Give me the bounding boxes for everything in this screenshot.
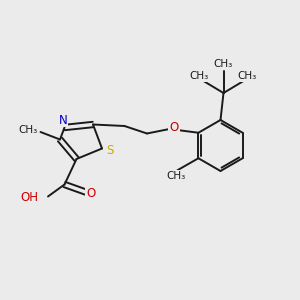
Text: CH₃: CH₃ bbox=[190, 71, 209, 81]
Text: CH₃: CH₃ bbox=[238, 71, 257, 81]
Text: CH₃: CH₃ bbox=[214, 59, 233, 69]
Text: S: S bbox=[107, 144, 114, 158]
Text: CH₃: CH₃ bbox=[166, 171, 185, 181]
Text: N: N bbox=[58, 113, 68, 127]
Text: O: O bbox=[86, 187, 95, 200]
Text: O: O bbox=[169, 121, 178, 134]
Text: CH₃: CH₃ bbox=[18, 125, 38, 136]
Text: OH: OH bbox=[20, 190, 38, 204]
